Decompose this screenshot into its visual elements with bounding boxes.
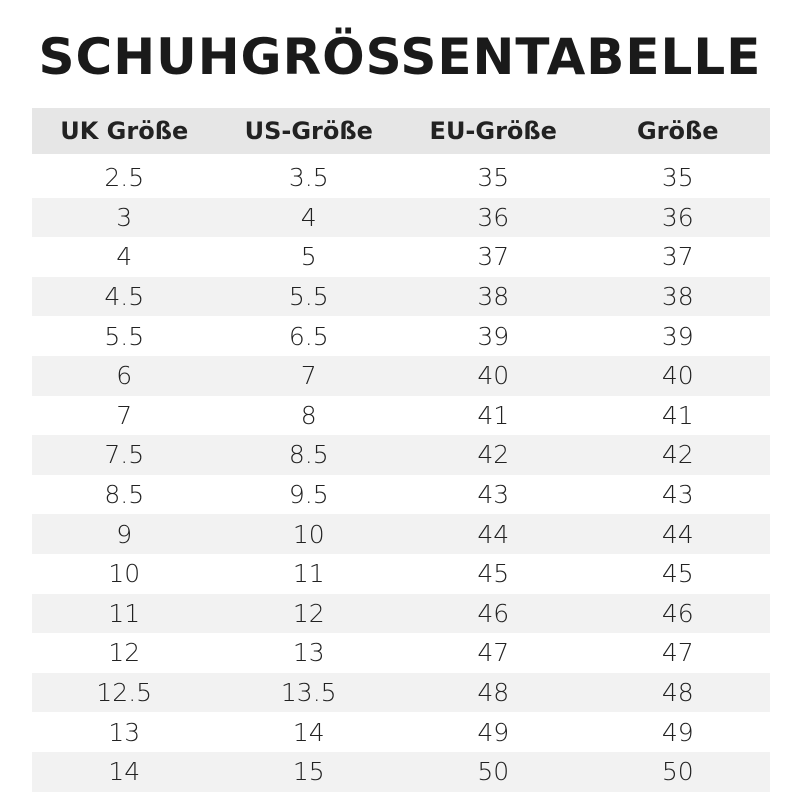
table-cell: 11: [32, 593, 217, 634]
table-row: 6 7 40 40: [32, 355, 770, 396]
table-row: 10 11 45 45: [32, 554, 770, 594]
table-cell: 42: [585, 435, 770, 475]
table-cell: 35: [661, 163, 694, 193]
table-cell: 47: [477, 638, 510, 668]
table-cell: 37: [477, 242, 510, 272]
table-cell: 41: [477, 400, 510, 430]
table-row: 8.5 9.5 43 43: [32, 475, 770, 515]
table-cell: 10: [216, 514, 401, 554]
table-cell: 49: [477, 717, 510, 747]
header-cell: UK Größe: [32, 108, 217, 158]
table-cell: 4: [216, 197, 401, 238]
table-cell: 45: [477, 559, 510, 589]
size-table: UK Größe US-Größe EU-Größe Größe 2.5 3.5 35 35…: [32, 108, 770, 792]
table-cell: 8.5: [216, 435, 401, 475]
table-cell: 50: [585, 751, 770, 792]
header-cell: US-Größe: [216, 108, 401, 158]
table-row: 11 12 46 46: [32, 593, 770, 634]
table-cell: 38: [585, 276, 770, 317]
table-cell: 44: [585, 514, 770, 554]
table-cell: 43: [477, 480, 510, 510]
table-row: 3 4 36 36: [32, 197, 770, 238]
table-cell: 3: [32, 197, 217, 238]
table-cell: 6: [32, 355, 217, 396]
table-row: 12.5 13.5 48 48: [32, 672, 770, 713]
table-row: 2.5 3.5 35 35: [32, 158, 770, 198]
table-cell: 40: [401, 355, 586, 396]
table-cell: 46: [401, 593, 586, 634]
table-cell: 12: [216, 593, 401, 634]
table-cell: 37: [661, 242, 694, 272]
table-cell: 44: [401, 514, 586, 554]
table-cell: 4: [116, 242, 133, 272]
table-header: UK Größe US-Größe EU-Größe Größe: [32, 108, 770, 158]
table-cell: 14: [292, 717, 325, 747]
table-cell: 9.5: [288, 480, 329, 510]
table-cell: 13: [108, 717, 141, 747]
table-cell: 7: [216, 355, 401, 396]
table-cell: 48: [401, 672, 586, 713]
table-cell: 13.5: [216, 672, 401, 713]
header-cell: EU-Größe: [401, 108, 586, 158]
table-cell: 41: [661, 400, 694, 430]
table-row: 12 13 47 47: [32, 633, 770, 673]
table-cell: 4.5: [32, 276, 217, 317]
table-cell: 14: [32, 751, 217, 792]
table-cell: 43: [661, 480, 694, 510]
table-row: 13 14 49 49: [32, 712, 770, 752]
table-cell: 48: [585, 672, 770, 713]
table-cell: 11: [292, 559, 325, 589]
title: SCHUHGRÖSSENTABELLE: [38, 28, 762, 86]
table-cell: 39: [661, 321, 694, 351]
table-cell: 36: [401, 197, 586, 238]
table-cell: 35: [477, 163, 510, 193]
table-cell: 10: [108, 559, 141, 589]
table-cell: 42: [401, 435, 586, 475]
table-cell: 12.5: [32, 672, 217, 713]
table-cell: 13: [292, 638, 325, 668]
table-body: 2.5 3.5 35 35 3 4 36 36 4 5 37 37 4.5 5.5 38 38 5.5 6.5 39…: [32, 158, 770, 792]
table-row: 4 5 37 37: [32, 237, 770, 277]
table-cell: 45: [661, 559, 694, 589]
table-cell: 50: [401, 751, 586, 792]
table-cell: 49: [661, 717, 694, 747]
table-cell: 38: [401, 276, 586, 317]
table-cell: 8.5: [104, 480, 145, 510]
table-cell: 5: [300, 242, 317, 272]
table-cell: 9: [32, 514, 217, 554]
table-cell: 36: [585, 197, 770, 238]
table-row: 7.5 8.5 42 42: [32, 435, 770, 475]
table-row: 14 15 50 50: [32, 751, 770, 792]
table-cell: 46: [585, 593, 770, 634]
header-cell: Größe: [585, 108, 770, 158]
table-row: 5.5 6.5 39 39: [32, 316, 770, 356]
table-cell: 5.5: [216, 276, 401, 317]
table-cell: 47: [661, 638, 694, 668]
table-cell: 7.5: [32, 435, 217, 475]
table-cell: 6.5: [288, 321, 329, 351]
table-row: 7 8 41 41: [32, 396, 770, 436]
table-cell: 8: [300, 400, 317, 430]
table-row: 9 10 44 44: [32, 514, 770, 554]
table-cell: 7: [116, 400, 133, 430]
table-cell: 5.5: [104, 321, 145, 351]
table-cell: 39: [477, 321, 510, 351]
header-row: UK Größe US-Größe EU-Größe Größe: [32, 108, 770, 158]
table-cell: 15: [216, 751, 401, 792]
table-cell: 12: [108, 638, 141, 668]
table-cell: 3.5: [288, 163, 329, 193]
table-row: 4.5 5.5 38 38: [32, 276, 770, 317]
table-cell: 2.5: [104, 163, 145, 193]
table-cell: 40: [585, 355, 770, 396]
